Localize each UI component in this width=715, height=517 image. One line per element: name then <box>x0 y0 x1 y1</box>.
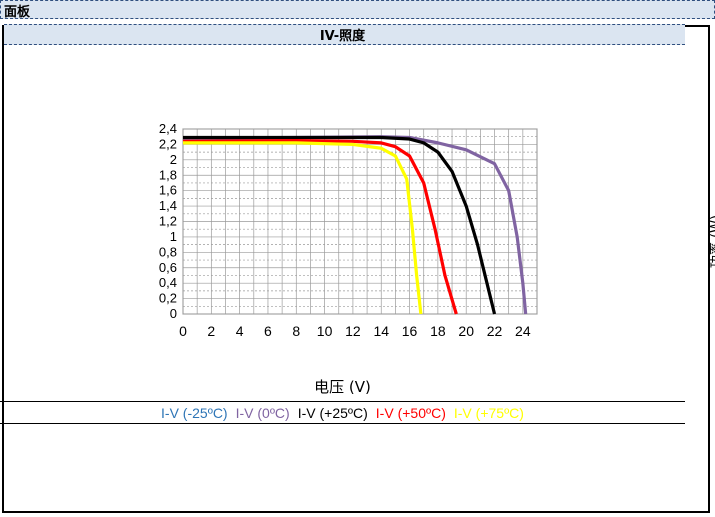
y-tick-label: 0,8 <box>159 244 177 259</box>
y-tick-label: 2,4 <box>159 121 177 136</box>
y-tick-label: 2,2 <box>159 136 177 151</box>
legend-entry-0: I-V (-25ºC) <box>161 404 228 421</box>
legend-entry-3: I-V (+50ºC) <box>375 404 446 421</box>
y-tick-label: 1,6 <box>159 183 177 198</box>
legend-entry-2: I-V (+25ºC) <box>297 404 368 421</box>
x-tick-label: 12 <box>345 323 361 339</box>
chart-title: IV-照度 <box>319 29 366 44</box>
x-tick-label: 8 <box>292 323 300 339</box>
x-tick-label: 16 <box>402 323 418 339</box>
y-tick-label: 1,2 <box>159 214 177 229</box>
y-tick-label: 0,2 <box>159 291 177 306</box>
series-line-4 <box>183 141 423 315</box>
series-line-2 <box>183 135 497 315</box>
y-tick-label: 0,6 <box>159 260 177 275</box>
legend-entry-1: I-V (0ºC) <box>235 404 290 421</box>
chart-grid <box>182 128 538 315</box>
x-tick-label: 4 <box>236 323 244 339</box>
chart-ticks: 00,20,40,60,811,21,41,61,822,22,40 2 4 6 8 10… <box>159 121 531 339</box>
series-line-3 <box>182 138 458 315</box>
chart-title-bar <box>4 24 685 45</box>
x-tick-label: 2 <box>207 323 215 339</box>
y-tick-label: 0,4 <box>159 275 177 290</box>
chart-legend: I-V (-25ºC) I-V (0ºC) I-V (+25ºC) I-V (+50º… <box>0 401 685 424</box>
x-tick-label: 0 <box>179 323 187 339</box>
y-tick-label: 1 <box>170 229 177 244</box>
sheet-title: 面板 <box>4 5 31 20</box>
y-tick-label: 1,4 <box>159 198 177 213</box>
y-tick-label: 2 <box>170 152 177 167</box>
y-tick-label: 1,8 <box>159 167 177 182</box>
x-tick-label: 20 <box>458 323 474 339</box>
x-tick-label: 24 <box>515 323 531 339</box>
x-tick-label: 18 <box>430 323 446 339</box>
x-tick-label: 6 <box>264 323 272 339</box>
x-axis-label: 电压 (V) <box>314 378 371 396</box>
y-tick-label: 0 <box>170 306 177 321</box>
x-tick-label: 22 <box>487 323 503 339</box>
x-tick-label: 14 <box>373 323 389 339</box>
legend-entry-4: I-V (+75ºC) <box>453 404 524 421</box>
chart-series <box>182 135 528 315</box>
x-tick-label: 10 <box>317 323 333 339</box>
